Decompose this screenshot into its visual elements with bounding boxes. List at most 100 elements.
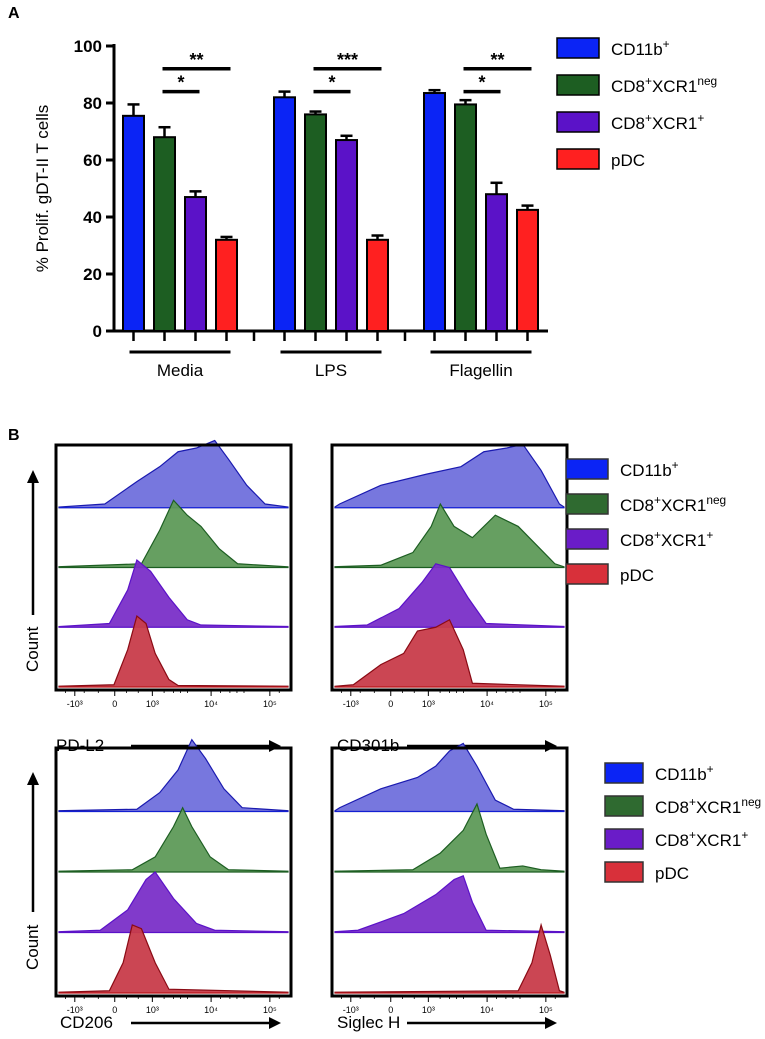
legend-label: CD8+XCR1+ <box>611 111 704 133</box>
y-axis-label: % Prolif. gDT-II T cells <box>33 105 52 273</box>
histogram-peak <box>58 439 289 509</box>
histogram-panels: -10³ 0 10³ 10⁴ 10⁵ PD-L2 Count -10³ 0 10³ 10⁴ 10⁵ CD… <box>23 439 569 1032</box>
x-arrow-head <box>269 740 281 752</box>
legend-sup: + <box>689 795 696 809</box>
x-tick-label: 10³ <box>146 1005 159 1015</box>
histogram-peak <box>334 874 565 934</box>
legend-text: XCR1 <box>652 77 697 96</box>
x-axis-label: PD-L2 <box>56 736 104 755</box>
y-arrow-head <box>27 772 39 785</box>
legend-text: XCR1 <box>696 798 741 817</box>
x-tick-label: 10³ <box>422 1005 435 1015</box>
legend-swatch <box>604 861 644 883</box>
legend-label: CD8+XCR1+ <box>655 828 748 850</box>
x-tick-label: 10⁵ <box>263 699 277 709</box>
y-tick-label: 40 <box>83 208 102 227</box>
x-tick-label: 10⁵ <box>539 1005 553 1015</box>
bar <box>485 193 508 332</box>
bar <box>273 96 296 332</box>
bar <box>304 113 327 333</box>
legend-label: CD11b+ <box>611 37 670 59</box>
legend-sup: + <box>672 458 679 472</box>
significance-label: ** <box>189 50 203 70</box>
group-label: Flagellin <box>449 361 512 380</box>
bar <box>423 92 446 333</box>
legend-label: CD8+XCR1neg <box>620 493 726 515</box>
group-label: Media <box>157 361 204 380</box>
histogram-peak <box>58 499 289 569</box>
histogram-peak <box>58 806 289 873</box>
legend-text: CD11b <box>655 765 707 784</box>
legend-label: CD8+XCR1neg <box>611 74 717 96</box>
panel-b-label: B <box>8 427 20 444</box>
legend-swatch <box>604 828 644 850</box>
legend-sup: + <box>707 762 714 776</box>
x-tick-label: -10³ <box>67 699 83 709</box>
legend-label: CD11b+ <box>655 762 714 784</box>
histogram-peak <box>334 802 565 873</box>
y-axis-label: Count <box>23 626 42 672</box>
histogram-peak <box>58 559 289 628</box>
legend-sup: neg <box>697 74 717 88</box>
significance-label: * <box>328 73 335 93</box>
x-tick-label: -10³ <box>343 1005 359 1015</box>
x-tick-label: 0 <box>112 699 117 709</box>
legend-text: XCR1 <box>696 831 741 850</box>
legend-text: CD11b <box>611 40 663 59</box>
legend-sup: + <box>645 111 652 125</box>
x-tick-label: 10⁴ <box>480 1005 494 1015</box>
legend-swatch <box>604 762 644 784</box>
legend-label: CD8+XCR1+ <box>620 528 713 550</box>
significance-label: * <box>478 73 485 93</box>
legend-text: CD11b <box>620 461 672 480</box>
histogram-peak <box>58 871 289 934</box>
y-tick-label: 100 <box>74 37 102 56</box>
x-tick-label: 10³ <box>422 699 435 709</box>
y-axis-label: Count <box>23 924 42 970</box>
legend-text: CD8 <box>655 798 689 817</box>
legend-swatch <box>604 795 644 817</box>
x-tick-label: 10⁴ <box>204 699 218 709</box>
legend-swatch <box>565 458 609 480</box>
y-tick-label: 0 <box>93 322 102 341</box>
significance-label: * <box>177 73 184 93</box>
legend-swatch <box>556 148 600 170</box>
bar <box>153 136 176 332</box>
x-tick-label: -10³ <box>67 1005 83 1015</box>
x-axis-label: CD301b <box>337 736 399 755</box>
legend-label: pDC <box>611 151 645 170</box>
legend-text: pDC <box>655 864 689 883</box>
x-tick-label: 0 <box>112 1005 117 1015</box>
legend-text: CD8 <box>620 496 654 515</box>
x-axis-label: Siglec H <box>337 1013 400 1032</box>
legend-sup: + <box>645 74 652 88</box>
x-tick-label: 10⁴ <box>204 1005 218 1015</box>
y-tick-label: 20 <box>83 265 102 284</box>
legend-swatch <box>565 493 609 515</box>
legend-swatch <box>556 74 600 96</box>
legend-swatch <box>565 563 609 585</box>
x-tick-label: -10³ <box>343 699 359 709</box>
bar <box>215 238 238 332</box>
legend-text: CD8 <box>611 114 645 133</box>
x-tick-label: 10⁴ <box>480 699 494 709</box>
bar <box>366 238 389 332</box>
legend-text: XCR1 <box>661 531 706 550</box>
x-arrow-head <box>269 1017 281 1029</box>
legend-sup: + <box>697 111 704 125</box>
bar <box>335 139 358 332</box>
legend-label: CD11b+ <box>620 458 679 480</box>
legend-label: CD8+XCR1neg <box>655 795 761 817</box>
x-arrow-head <box>545 740 557 752</box>
legend-sup: + <box>741 828 748 842</box>
bar <box>516 208 539 332</box>
x-arrow-head <box>545 1017 557 1029</box>
legend-sup: + <box>654 528 661 542</box>
x-tick-label: 0 <box>388 1005 393 1015</box>
y-tick-label: 60 <box>83 151 102 170</box>
bar <box>184 196 207 332</box>
